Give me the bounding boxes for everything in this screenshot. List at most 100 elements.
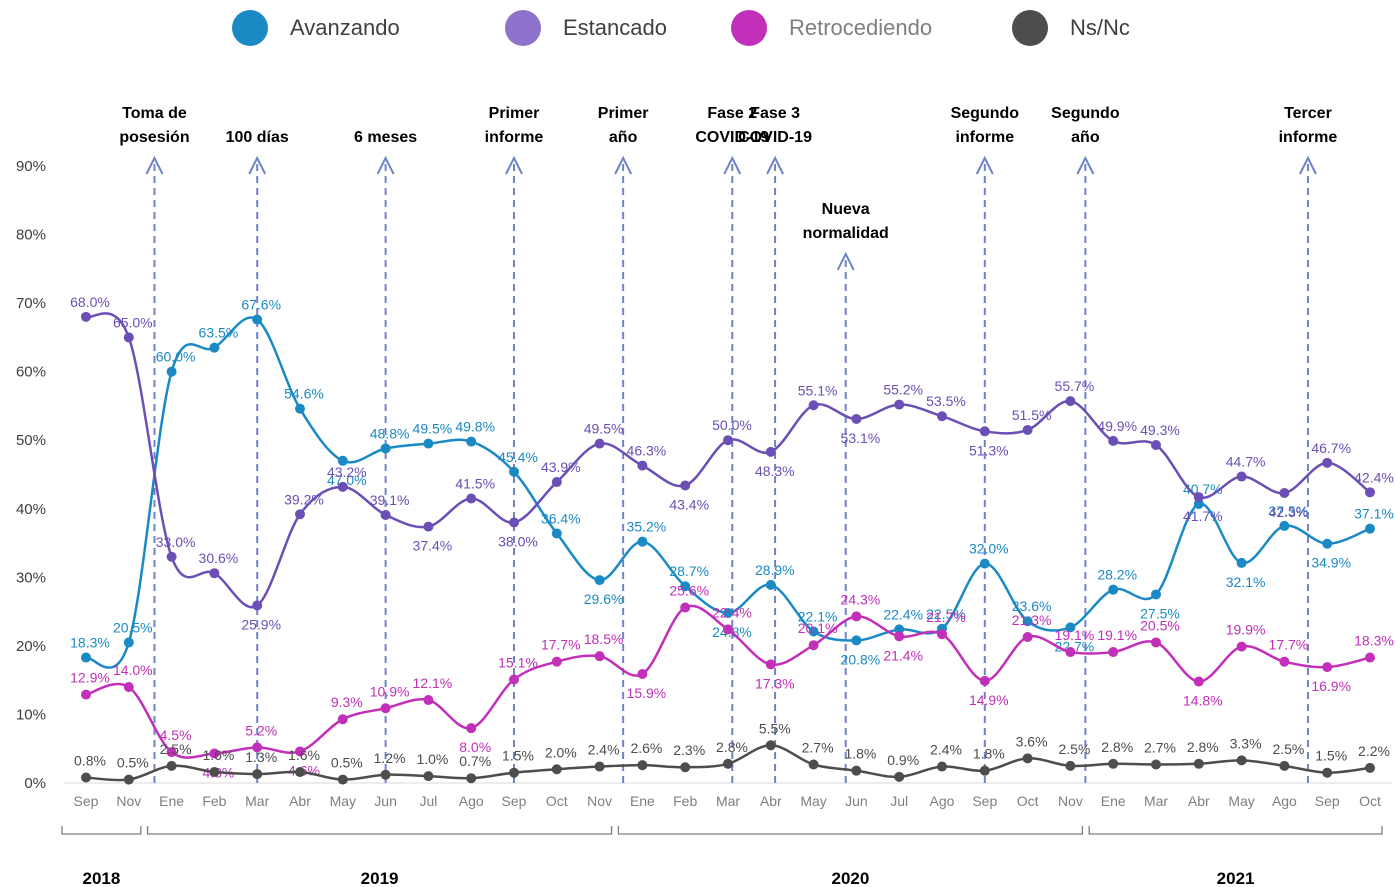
data-label: 15.1% (498, 654, 538, 670)
data-label: 20.5% (113, 619, 153, 635)
x-tick-label: Ago (930, 793, 955, 809)
data-label: 2.0% (545, 744, 577, 760)
data-label: 22.4% (712, 604, 752, 620)
data-label: 46.3% (627, 443, 667, 459)
data-point (937, 411, 947, 422)
data-point (1022, 631, 1033, 642)
data-point (123, 637, 134, 648)
data-label: 2.6% (630, 740, 662, 756)
data-point (166, 551, 177, 562)
data-point (1322, 457, 1333, 468)
data-point (723, 435, 733, 446)
data-label: 2.4% (588, 742, 620, 758)
data-point (1151, 589, 1161, 600)
data-label: 1.5% (1315, 748, 1347, 764)
x-tick-label: Mar (245, 793, 269, 809)
data-label: 8.0% (459, 739, 491, 755)
data-label: 28.7% (669, 563, 709, 579)
data-label: 1.5% (502, 748, 534, 764)
legend-marker-estancado (505, 10, 541, 46)
data-label: 14.0% (113, 662, 153, 678)
data-point (423, 438, 434, 449)
data-label: 0.7% (459, 753, 491, 769)
data-label: 49.9% (1097, 418, 1137, 434)
x-tick-label: Jul (419, 793, 437, 809)
data-label: 1.8% (973, 746, 1005, 762)
event-label: COVID-19 (738, 129, 812, 146)
data-label: 20.5% (1140, 617, 1180, 633)
event-label: Fase 3 (750, 105, 800, 122)
data-label: 21.4% (883, 647, 923, 663)
data-label: 2.8% (716, 739, 748, 755)
y-tick-label: 60% (16, 364, 46, 381)
data-point (937, 629, 947, 640)
data-point (1236, 755, 1247, 766)
series-retrocediendo: 12.9%14.0%4.5%4.3%5.2%4.6%9.3%10.9%12.1%… (70, 582, 1394, 780)
x-tick-label: Abr (760, 793, 782, 809)
data-point (894, 624, 905, 635)
data-point (1236, 641, 1247, 652)
data-point (765, 446, 776, 457)
data-label: 19.1% (1055, 627, 1095, 643)
data-point (380, 703, 391, 714)
legend: Avanzando Estancado Retrocediendo Ns/Nc (0, 6, 1395, 50)
data-point (123, 682, 134, 693)
data-point (166, 366, 177, 377)
data-label: 4.5% (160, 727, 192, 743)
x-tick-label: Jul (890, 793, 908, 809)
data-label: 18.5% (584, 631, 624, 647)
data-point (851, 611, 862, 622)
event-arrowhead (376, 155, 395, 175)
data-point (894, 399, 905, 410)
year-bracket (1088, 826, 1383, 835)
year-label: 2021 (1217, 869, 1255, 887)
event-arrowhead (614, 155, 633, 175)
y-tick-label: 20% (16, 638, 46, 655)
data-point (979, 558, 990, 569)
event-label: informe (1279, 129, 1338, 146)
data-point (808, 400, 819, 411)
data-point (979, 675, 990, 686)
data-point (1365, 762, 1375, 773)
event-arrowhead (836, 251, 855, 271)
data-label: 53.1% (841, 430, 881, 446)
data-point (680, 581, 691, 592)
event-label: normalidad (803, 225, 889, 242)
data-point (1322, 538, 1333, 549)
data-label: 12.9% (70, 670, 110, 686)
data-point (1193, 492, 1204, 503)
data-point (81, 652, 91, 663)
y-tick-label: 90% (16, 158, 46, 175)
x-tick-label: Sep (972, 793, 997, 809)
data-label: 21.3% (1012, 612, 1052, 628)
event-label: año (1071, 129, 1100, 146)
data-point (1322, 767, 1333, 778)
data-point (1193, 676, 1204, 687)
data-label: 19.1% (1097, 627, 1137, 643)
event-label: informe (485, 129, 544, 146)
data-label: 67.6% (241, 297, 281, 313)
data-point (252, 600, 263, 611)
data-label: 50.0% (712, 417, 752, 433)
data-point (123, 332, 134, 343)
data-label: 38.0% (498, 533, 538, 549)
data-point (808, 640, 819, 651)
data-label: 49.3% (1140, 422, 1180, 438)
data-label: 43.4% (669, 496, 709, 512)
series-avanzando: 18.3%20.5%60.0%63.5%67.6%54.6%47.0%48.8%… (70, 297, 1394, 669)
x-tick-label: Sep (74, 793, 99, 809)
data-point (1022, 424, 1033, 435)
data-label: 41.7% (1183, 508, 1223, 524)
data-point (1108, 758, 1119, 769)
data-point (1022, 753, 1033, 764)
event-arrowhead (723, 155, 742, 175)
data-label: 55.1% (798, 382, 838, 398)
data-label: 34.9% (1311, 555, 1351, 571)
data-label: 27.5% (1140, 605, 1180, 621)
data-point (466, 493, 477, 504)
data-point (509, 466, 519, 477)
legend-item-avanzando: Avanzando (232, 6, 400, 50)
y-tick-label: 0% (24, 775, 46, 792)
data-point (1236, 557, 1247, 568)
data-label: 17.7% (1269, 637, 1309, 653)
